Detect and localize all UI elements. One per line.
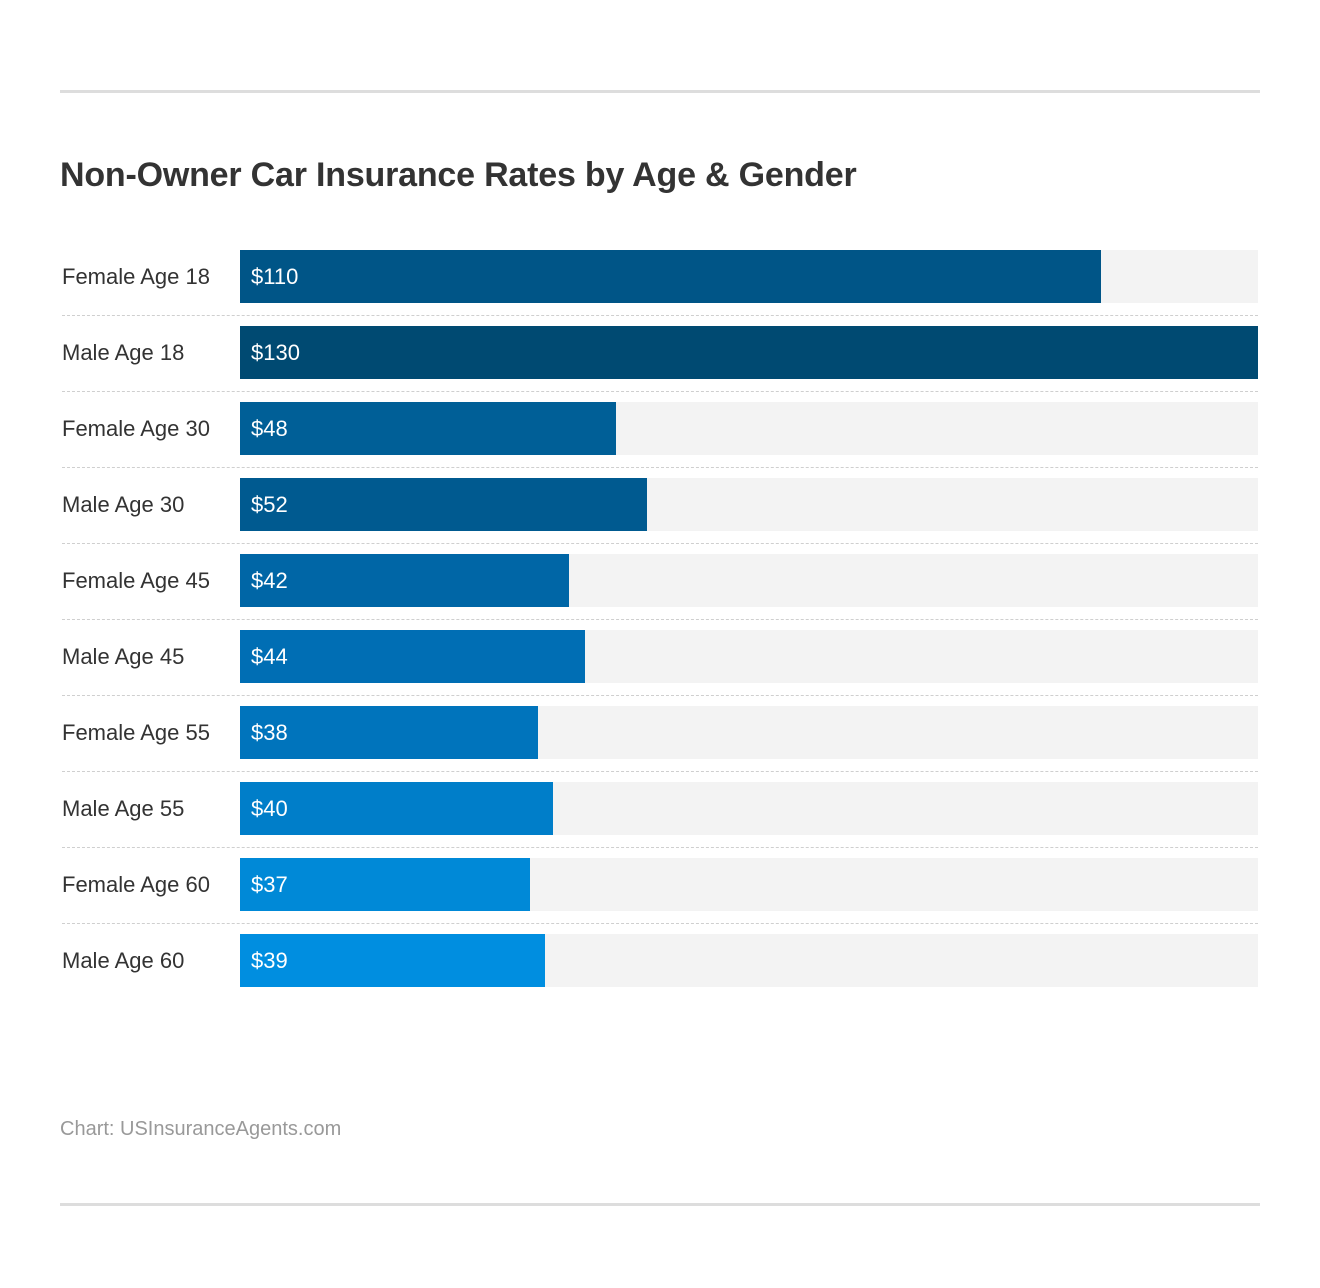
bar-track: $44: [240, 630, 1258, 683]
row-separator: [62, 391, 1258, 392]
chart-source: Chart: USInsuranceAgents.com: [60, 1118, 342, 1140]
bar-track: $52: [240, 478, 1258, 531]
chart-row: Female Age 55 $38: [62, 696, 1258, 772]
value-label: $40: [251, 796, 288, 821]
bar: $130: [240, 326, 1258, 379]
bar: $42: [240, 554, 569, 607]
bar: $37: [240, 858, 530, 911]
bar: $44: [240, 630, 585, 683]
chart-row: Male Age 45 $44: [62, 620, 1258, 696]
category-label: Male Age 60: [62, 948, 185, 973]
row-separator: [62, 315, 1258, 316]
category-label: Female Age 45: [62, 568, 210, 593]
value-label: $52: [251, 492, 288, 517]
value-label: $130: [251, 340, 300, 365]
bar-track: $42: [240, 554, 1258, 607]
value-label: $38: [251, 720, 288, 745]
bar-track: $38: [240, 706, 1258, 759]
row-separator: [62, 923, 1258, 924]
bottom-divider: [60, 1203, 1260, 1206]
category-label: Female Age 30: [62, 416, 210, 441]
bar: $48: [240, 402, 616, 455]
chart-row: Male Age 55 $40: [62, 772, 1258, 848]
category-label: Male Age 18: [62, 340, 185, 365]
category-label: Male Age 55: [62, 796, 185, 821]
bar-chart: Female Age 18 $110 Male Age 18 $130 Female A…: [62, 240, 1258, 1000]
bar-track: $48: [240, 402, 1258, 455]
chart-row: Male Age 60 $39: [62, 924, 1258, 1000]
row-separator: [62, 695, 1258, 696]
row-separator: [62, 619, 1258, 620]
bar-track: $110: [240, 250, 1258, 303]
value-label: $42: [251, 568, 288, 593]
top-divider: [60, 90, 1260, 93]
chart-row: Female Age 60 $37: [62, 848, 1258, 924]
category-label: Male Age 30: [62, 492, 185, 517]
chart-row: Female Age 30 $48: [62, 392, 1258, 468]
category-label: Female Age 60: [62, 872, 210, 897]
chart-row: Female Age 45 $42: [62, 544, 1258, 620]
value-label: $48: [251, 416, 288, 441]
chart-row: Female Age 18 $110: [62, 240, 1258, 316]
bar: $39: [240, 934, 545, 987]
row-separator: [62, 847, 1258, 848]
bar-track: $130: [240, 326, 1258, 379]
bar-track: $39: [240, 934, 1258, 987]
chart-row: Male Age 30 $52: [62, 468, 1258, 544]
bar-track: $40: [240, 782, 1258, 835]
chart-title: Non-Owner Car Insurance Rates by Age & G…: [60, 156, 857, 194]
bar: $52: [240, 478, 647, 531]
row-separator: [62, 543, 1258, 544]
value-label: $39: [251, 948, 288, 973]
category-label: Female Age 18: [62, 264, 210, 289]
chart-row: Male Age 18 $130: [62, 316, 1258, 392]
value-label: $44: [251, 644, 288, 669]
category-label: Male Age 45: [62, 644, 185, 669]
value-label: $37: [251, 872, 288, 897]
row-separator: [62, 467, 1258, 468]
value-label: $110: [251, 264, 299, 289]
bar: $40: [240, 782, 553, 835]
row-separator: [62, 771, 1258, 772]
bar: $110: [240, 250, 1101, 303]
bar-track: $37: [240, 858, 1258, 911]
category-label: Female Age 55: [62, 720, 210, 745]
bar: $38: [240, 706, 538, 759]
